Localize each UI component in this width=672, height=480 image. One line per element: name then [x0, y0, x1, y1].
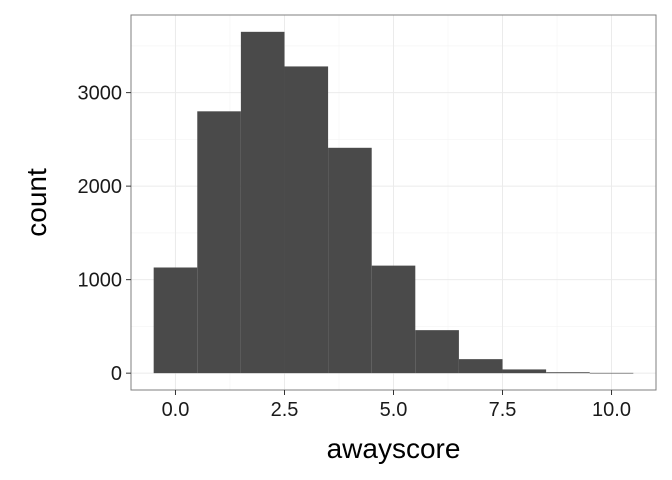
- x-tick-label: 5.0: [380, 399, 408, 421]
- x-tick-label: 7.5: [489, 399, 517, 421]
- histogram-bar: [328, 147, 372, 374]
- histogram-bar: [415, 330, 459, 374]
- x-tick-label: 10.0: [592, 399, 631, 421]
- y-tick-label: 2000: [78, 176, 123, 198]
- histogram-bar: [502, 369, 547, 374]
- x-axis: 0.0 2.5 5.0 7.5 10.0: [162, 390, 631, 421]
- histogram-bar: [240, 31, 285, 374]
- histogram-bar: [197, 111, 241, 374]
- histogram-bar: [153, 267, 198, 374]
- y-axis: 0 1000 2000 3000: [78, 83, 131, 385]
- histogram-bar: [546, 372, 590, 374]
- histogram-bar: [458, 359, 503, 374]
- y-tick-label: 3000: [78, 83, 123, 105]
- x-tick-label: 0.0: [162, 399, 190, 421]
- bars: [153, 31, 634, 374]
- y-tick-label: 1000: [78, 270, 123, 292]
- histogram-bar: [589, 372, 634, 374]
- x-tick-label: 2.5: [271, 399, 299, 421]
- y-tick-label: 0: [111, 363, 122, 385]
- histogram-bar: [371, 265, 416, 374]
- histogram-bar: [284, 66, 329, 374]
- x-axis-title: awayscore: [327, 433, 461, 464]
- y-axis-title: count: [21, 168, 52, 237]
